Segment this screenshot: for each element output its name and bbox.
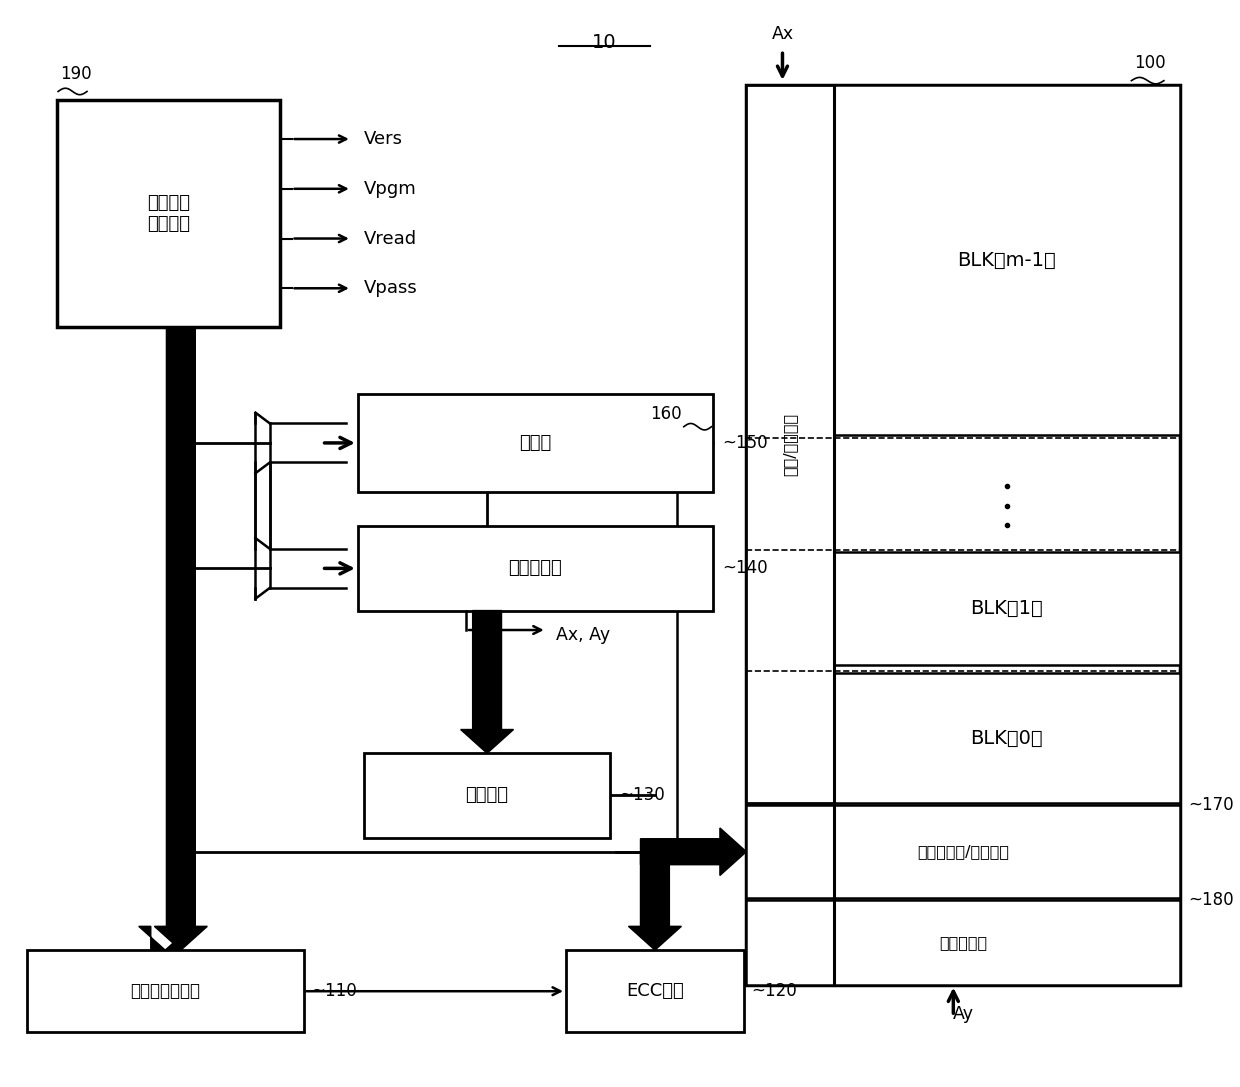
Polygon shape <box>629 852 682 950</box>
Polygon shape <box>460 611 513 753</box>
Text: Vpgm: Vpgm <box>363 179 417 198</box>
Text: 190: 190 <box>61 65 92 83</box>
Bar <box>746 85 1179 985</box>
Bar <box>835 85 1179 436</box>
Text: ~130: ~130 <box>619 787 665 804</box>
Text: Ax, Ay: Ax, Ay <box>557 626 610 645</box>
Text: 160: 160 <box>650 404 682 423</box>
Polygon shape <box>139 926 192 950</box>
Text: 页面缓冲器/感测电路: 页面缓冲器/感测电路 <box>916 845 1009 859</box>
Text: 10: 10 <box>591 33 616 52</box>
Text: BLK（m-1）: BLK（m-1） <box>957 251 1056 270</box>
Bar <box>357 526 713 611</box>
Text: ~110: ~110 <box>311 983 357 1000</box>
Text: ~170: ~170 <box>1188 796 1234 814</box>
Bar <box>363 753 610 838</box>
Text: Vpass: Vpass <box>363 279 418 297</box>
Text: Vread: Vread <box>363 229 417 248</box>
Bar <box>746 900 1179 985</box>
Text: BLK（1）: BLK（1） <box>971 599 1043 617</box>
Polygon shape <box>641 828 746 875</box>
Bar <box>565 950 744 1033</box>
Text: Ax: Ax <box>771 25 794 42</box>
Text: 输入输出缓冲器: 输入输出缓冲器 <box>130 983 200 1000</box>
Text: ~140: ~140 <box>723 560 768 577</box>
Text: 检测电路: 检测电路 <box>465 787 508 804</box>
Bar <box>27 950 304 1033</box>
Bar <box>746 85 835 803</box>
Text: 内部电路
产生电路: 内部电路 产生电路 <box>146 195 190 233</box>
Text: 列选择电路: 列选择电路 <box>939 935 987 950</box>
Bar <box>57 100 279 327</box>
Polygon shape <box>155 327 207 950</box>
Text: 100: 100 <box>1133 54 1166 72</box>
Text: 控制部: 控制部 <box>520 434 552 452</box>
Bar <box>835 673 1179 803</box>
Text: Ay: Ay <box>954 1005 975 1023</box>
Text: Vers: Vers <box>363 130 403 148</box>
Text: ~180: ~180 <box>1188 891 1234 910</box>
Bar <box>746 805 1179 898</box>
Text: 地址寄存器: 地址寄存器 <box>508 560 562 577</box>
Bar <box>357 395 713 491</box>
Text: BLK（0）: BLK（0） <box>971 728 1043 748</box>
Bar <box>835 552 1179 664</box>
Text: ~150: ~150 <box>723 434 768 452</box>
Text: ECC电路: ECC电路 <box>626 983 683 1000</box>
Text: ~120: ~120 <box>751 983 797 1000</box>
Text: 字线/选择电路: 字线/选择电路 <box>782 412 797 476</box>
